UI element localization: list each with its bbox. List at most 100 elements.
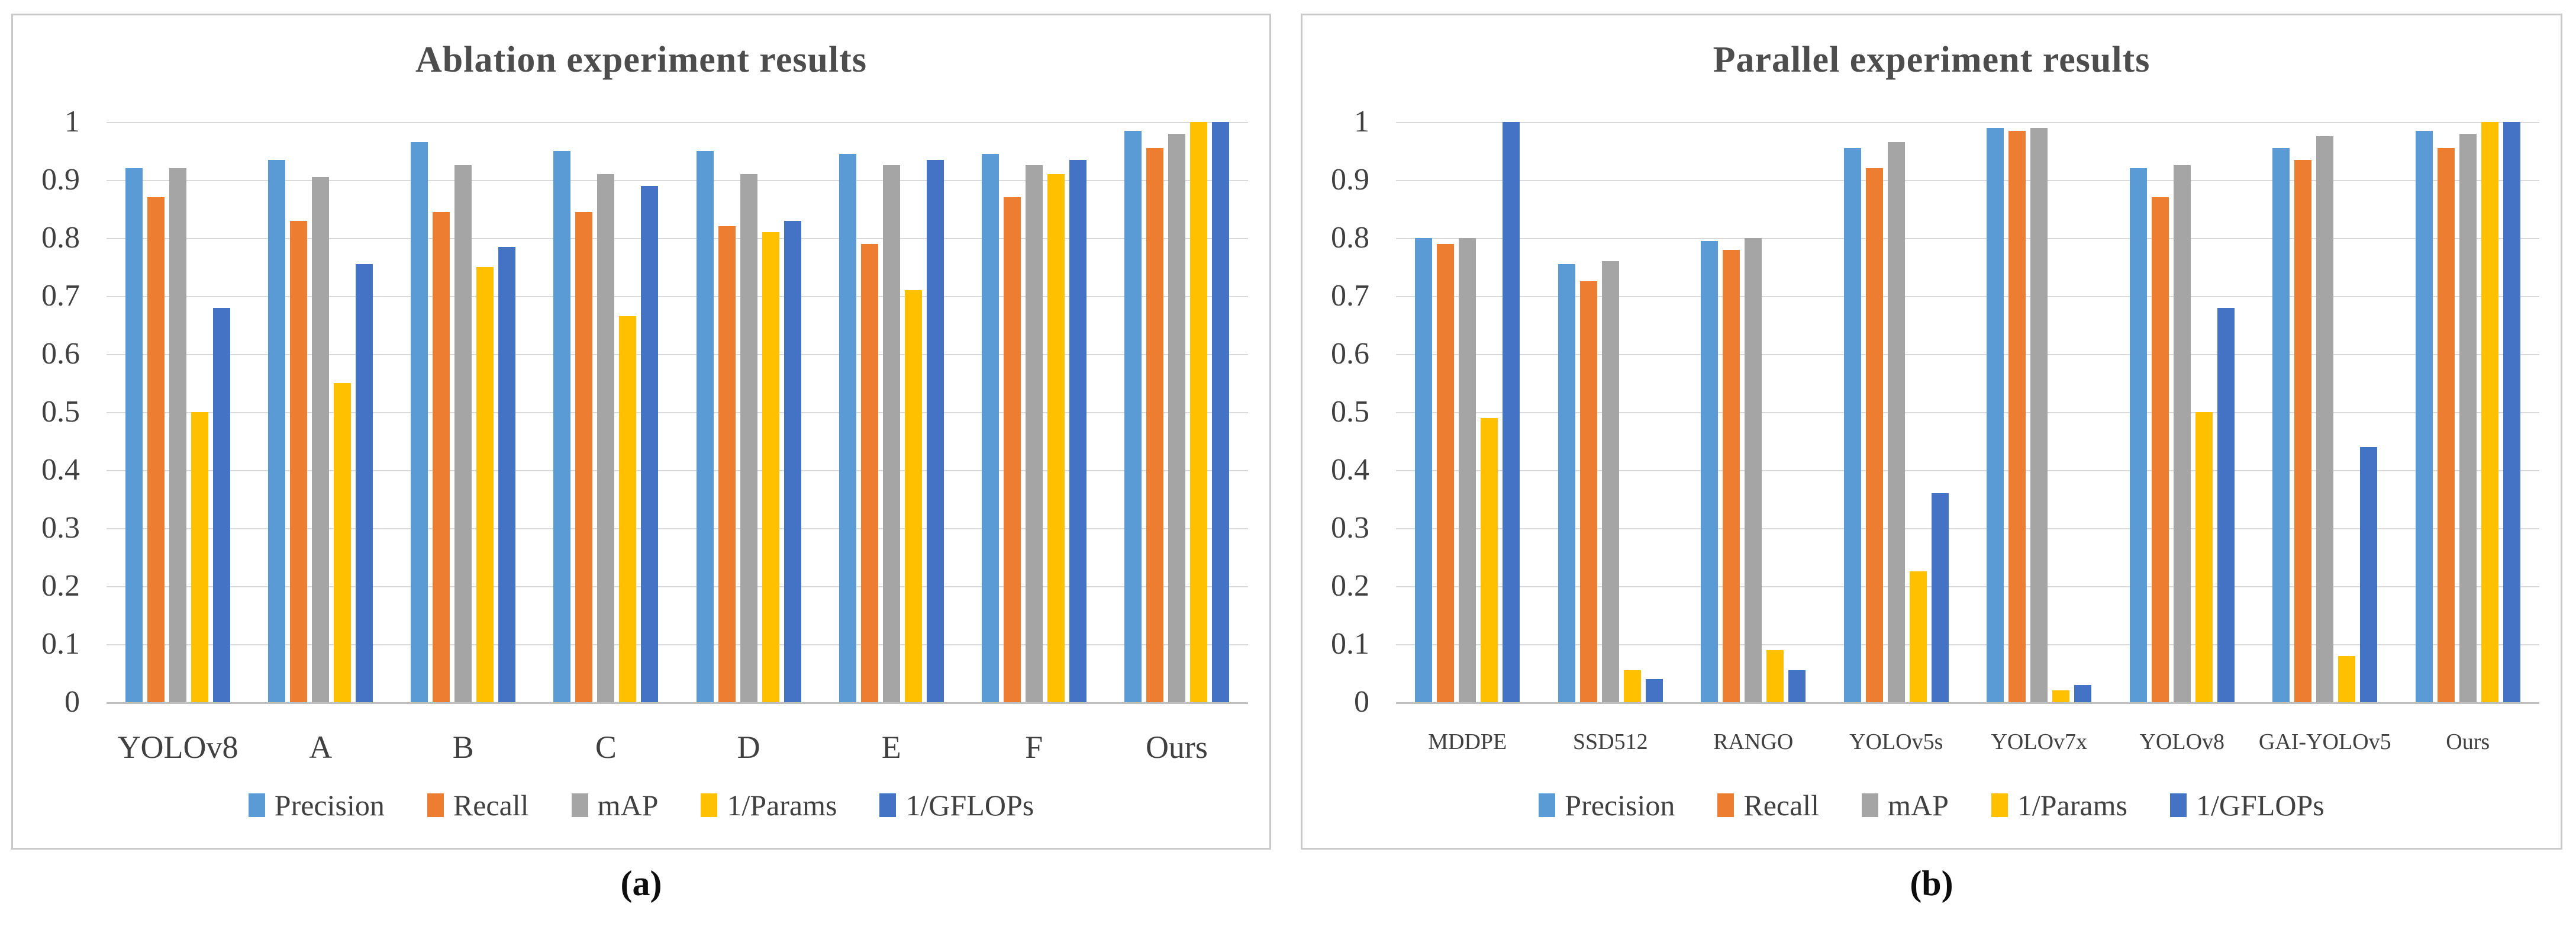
bar-map-yolov8: [2173, 165, 2191, 702]
bar-precision-a: [268, 160, 286, 702]
x-axis-baseline: [1396, 702, 2539, 704]
bar-map-b: [454, 165, 472, 702]
y-axis-tick-label: 0.4: [41, 453, 80, 487]
plot-area: 1 0.9 0.8 0.7 0.6 0.5 0.4 0.3 0.2 0.1 0: [1331, 107, 2539, 718]
bar-1-params-rango: [1766, 650, 1784, 702]
y-axis-tick-label: 0.1: [41, 627, 80, 661]
legend-swatch: [1862, 793, 1879, 817]
bar-group-f: [963, 122, 1105, 702]
bar-map-a: [312, 177, 330, 702]
bar-1-gflops-yolov7x: [2074, 685, 2092, 702]
x-axis-category-label: YOLOv8: [117, 729, 238, 765]
bar-1-gflops-ssd512: [1645, 679, 1663, 702]
y-axis-tick-label: 0.9: [1331, 163, 1369, 197]
legend-item-precision: Precision: [1539, 788, 1675, 822]
y-axis-tick-label: 0.5: [41, 395, 80, 429]
bar-1-gflops-c: [641, 186, 659, 702]
y-axis-tick-label: 0.8: [41, 221, 80, 255]
x-axis-category-label: YOLOv5s: [1849, 729, 1943, 754]
legend-item-map: mAP: [571, 788, 658, 822]
bar-1-params-gai-yolov5: [2338, 656, 2356, 702]
bar-map-e: [882, 165, 900, 702]
bar-map-ours: [2459, 134, 2477, 702]
x-axis-category-label: SSD512: [1572, 729, 1648, 754]
gridline: [1396, 238, 2539, 239]
bar-group-c: [534, 122, 677, 702]
y-axis-tick-label: 0.5: [1331, 395, 1369, 429]
bar-map-yolov5s: [1887, 142, 1905, 702]
bar-map-rango: [1745, 238, 1762, 702]
gridline: [1396, 528, 2539, 529]
gridline: [107, 470, 1248, 471]
bar-group-gai-yolov5: [2253, 122, 2397, 702]
bar-precision-gai-yolov5: [2272, 148, 2290, 702]
bar-precision-b: [411, 142, 428, 702]
bar-1-gflops-gai-yolov5: [2360, 447, 2378, 702]
bar-1-gflops-mddpe: [1503, 122, 1520, 702]
bar-1-params-yolov5s: [1909, 571, 1927, 702]
bar-group-a: [249, 122, 392, 702]
bar-recall-yolov8: [147, 197, 165, 702]
bar-precision-c: [553, 151, 571, 702]
bar-1-gflops-f: [1069, 160, 1087, 702]
bar-precision-mddpe: [1415, 238, 1433, 702]
gridline: [107, 354, 1248, 355]
subfigure-caption-a: (a): [620, 864, 662, 903]
bar-1-params-ssd512: [1623, 670, 1641, 702]
bar-recall-f: [1003, 197, 1021, 702]
bar-recall-yolov8: [2151, 197, 2169, 702]
bar-map-gai-yolov5: [2316, 136, 2334, 702]
legend-swatch: [571, 793, 588, 817]
y-axis-tick-label: 0.6: [41, 337, 80, 371]
legend-label: Precision: [1565, 789, 1675, 822]
bar-precision-d: [696, 151, 714, 702]
bar-1-params-c: [619, 316, 637, 702]
legend-label: Recall: [453, 789, 529, 822]
bar-1-gflops-a: [356, 264, 373, 702]
bar-precision-e: [839, 154, 856, 702]
bar-precision-yolov8: [125, 168, 143, 702]
bar-recall-a: [290, 221, 308, 702]
bar-1-gflops-ours: [2503, 122, 2520, 702]
gridline: [1396, 412, 2539, 413]
legend-label: Precision: [274, 789, 385, 822]
x-axis-category-label: GAI-YOLOv5: [2258, 729, 2391, 754]
x-axis-category-label: D: [737, 729, 760, 765]
x-axis-category-label: Ours: [2446, 729, 2490, 754]
bar-map-f: [1025, 165, 1043, 702]
chart-legend: Precision Recall mAP 1/Params 1/GFLOPs: [1302, 788, 2561, 822]
y-axis-tick-label: 0: [65, 685, 80, 719]
bar-map-d: [740, 174, 757, 702]
legend-swatch: [248, 793, 265, 817]
bar-group-ssd512: [1539, 122, 1682, 702]
legend-label: Recall: [1743, 789, 1820, 822]
y-axis-tick-label: 0.7: [41, 279, 80, 313]
y-axis-tick-label: 0.1: [1331, 627, 1369, 661]
x-axis-labels: MDDPE SSD512 RANGO YOLOv5s YOLOv7x YOLOv8 GAI-…: [1396, 729, 2539, 755]
legend-label: mAP: [1888, 789, 1949, 822]
legend-swatch: [427, 793, 444, 817]
bar-1-params-yolov7x: [2052, 690, 2070, 702]
gridline: [1396, 122, 2539, 123]
gridline: [1396, 586, 2539, 587]
gridline: [1396, 644, 2539, 645]
y-axis-tick-label: 0.8: [1331, 221, 1369, 255]
bar-1-params-b: [476, 267, 494, 702]
x-axis-category-label: MDDPE: [1428, 729, 1507, 754]
bar-1-params-yolov8: [2195, 412, 2213, 702]
bar-1-params-d: [762, 232, 779, 702]
x-axis-category-label: C: [595, 729, 617, 765]
bar-1-params-yolov8: [191, 412, 209, 702]
bar-1-params-f: [1047, 174, 1065, 702]
bar-precision-ssd512: [1558, 264, 1575, 702]
bar-group-b: [392, 122, 534, 702]
bar-precision-rango: [1701, 241, 1719, 702]
y-axis-tick-label: 0.7: [1331, 279, 1369, 313]
bar-1-params-a: [334, 383, 352, 702]
bar-1-params-ours: [1189, 122, 1207, 702]
y-axis-tick-label: 0.3: [41, 511, 80, 545]
parallel-chart-panel: Parallel experiment results 1 0.9 0.8 0.7 0.…: [1301, 14, 2562, 850]
bar-group-d: [678, 122, 820, 702]
y-axis-tick-label: 1: [65, 105, 80, 139]
